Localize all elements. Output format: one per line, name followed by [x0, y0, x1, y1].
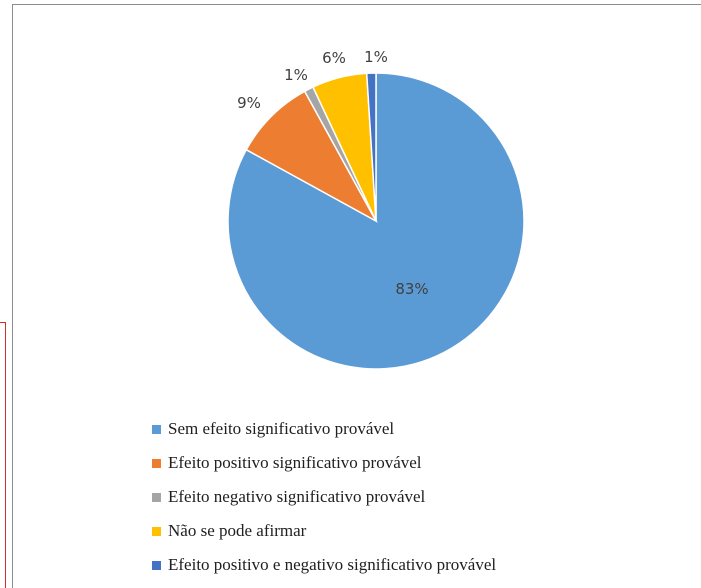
data-label-5: 1%	[364, 48, 388, 66]
data-label-4: 6%	[322, 49, 346, 67]
pie-slice-2	[245, 90, 378, 223]
legend-swatch-2	[152, 458, 161, 468]
legend-item-3: Efeito negativo significativo provável	[152, 480, 496, 514]
legend-label-1: Sem efeito significativo provável	[168, 419, 395, 438]
red-vertical-line	[5, 322, 6, 588]
legend-swatch-3	[152, 492, 161, 502]
legend-label-3: Efeito negativo significativo provável	[168, 487, 426, 506]
red-horizontal-line	[0, 322, 6, 323]
pie-data-labels: 83% 9% 1% 6% 1%	[237, 48, 429, 298]
data-label-2: 9%	[237, 94, 261, 112]
chart-legend: Sem efeito significativo provável Efeito …	[152, 412, 496, 582]
pie-chart: 83% 9% 1% 6% 1%	[227, 48, 525, 370]
pie-slices	[227, 72, 525, 370]
data-label-3: 1%	[284, 66, 308, 84]
data-label-1: 83%	[395, 280, 428, 298]
frame-top-border	[12, 4, 701, 5]
legend-swatch-4	[152, 526, 161, 536]
legend-label-4: Não se pode afirmar	[168, 521, 307, 540]
legend-swatch-5	[152, 560, 161, 570]
legend-item-2: Efeito positivo significativo provável	[152, 446, 496, 480]
legend-swatch-1	[152, 424, 161, 434]
legend-item-4: Não se pode afirmar	[152, 514, 496, 548]
legend-label-5: Efeito positivo e negativo significativo…	[168, 555, 497, 574]
legend-item-5: Efeito positivo e negativo significativo…	[152, 548, 496, 582]
frame-left-border	[12, 4, 13, 588]
legend-item-1: Sem efeito significativo provável	[152, 412, 496, 446]
legend-label-2: Efeito positivo significativo provável	[168, 453, 422, 472]
pie-slice-5	[365, 72, 377, 222]
